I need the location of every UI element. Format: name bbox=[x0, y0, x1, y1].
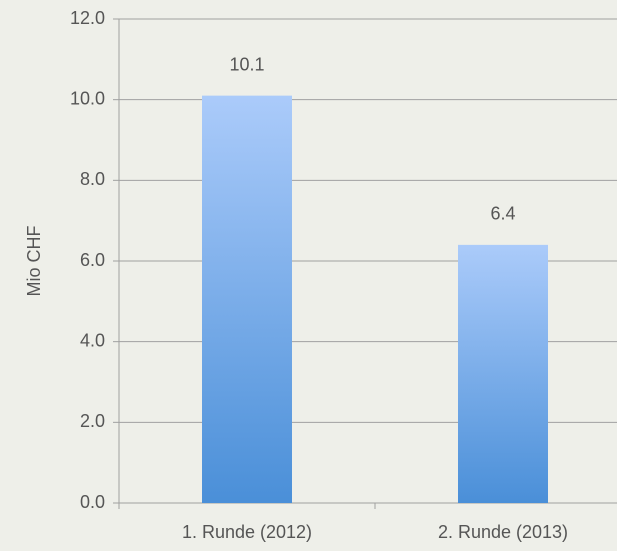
y-tick-label: 2.0 bbox=[80, 411, 105, 431]
y-axis-label: Mio CHF bbox=[24, 225, 44, 296]
x-tick-label: 2. Runde (2013) bbox=[438, 522, 568, 542]
bar bbox=[202, 95, 292, 503]
y-tick-label: 8.0 bbox=[80, 169, 105, 189]
y-tick-label: 6.0 bbox=[80, 250, 105, 270]
bar bbox=[458, 244, 548, 503]
x-tick-label: 1. Runde (2012) bbox=[182, 522, 312, 542]
y-tick-label: 12.0 bbox=[70, 8, 105, 28]
y-tick-label: 4.0 bbox=[80, 330, 105, 350]
y-tick-label: 0.0 bbox=[80, 492, 105, 512]
value-label: 6.4 bbox=[490, 204, 515, 224]
y-tick-label: 10.0 bbox=[70, 88, 105, 108]
value-label: 10.1 bbox=[229, 54, 264, 74]
